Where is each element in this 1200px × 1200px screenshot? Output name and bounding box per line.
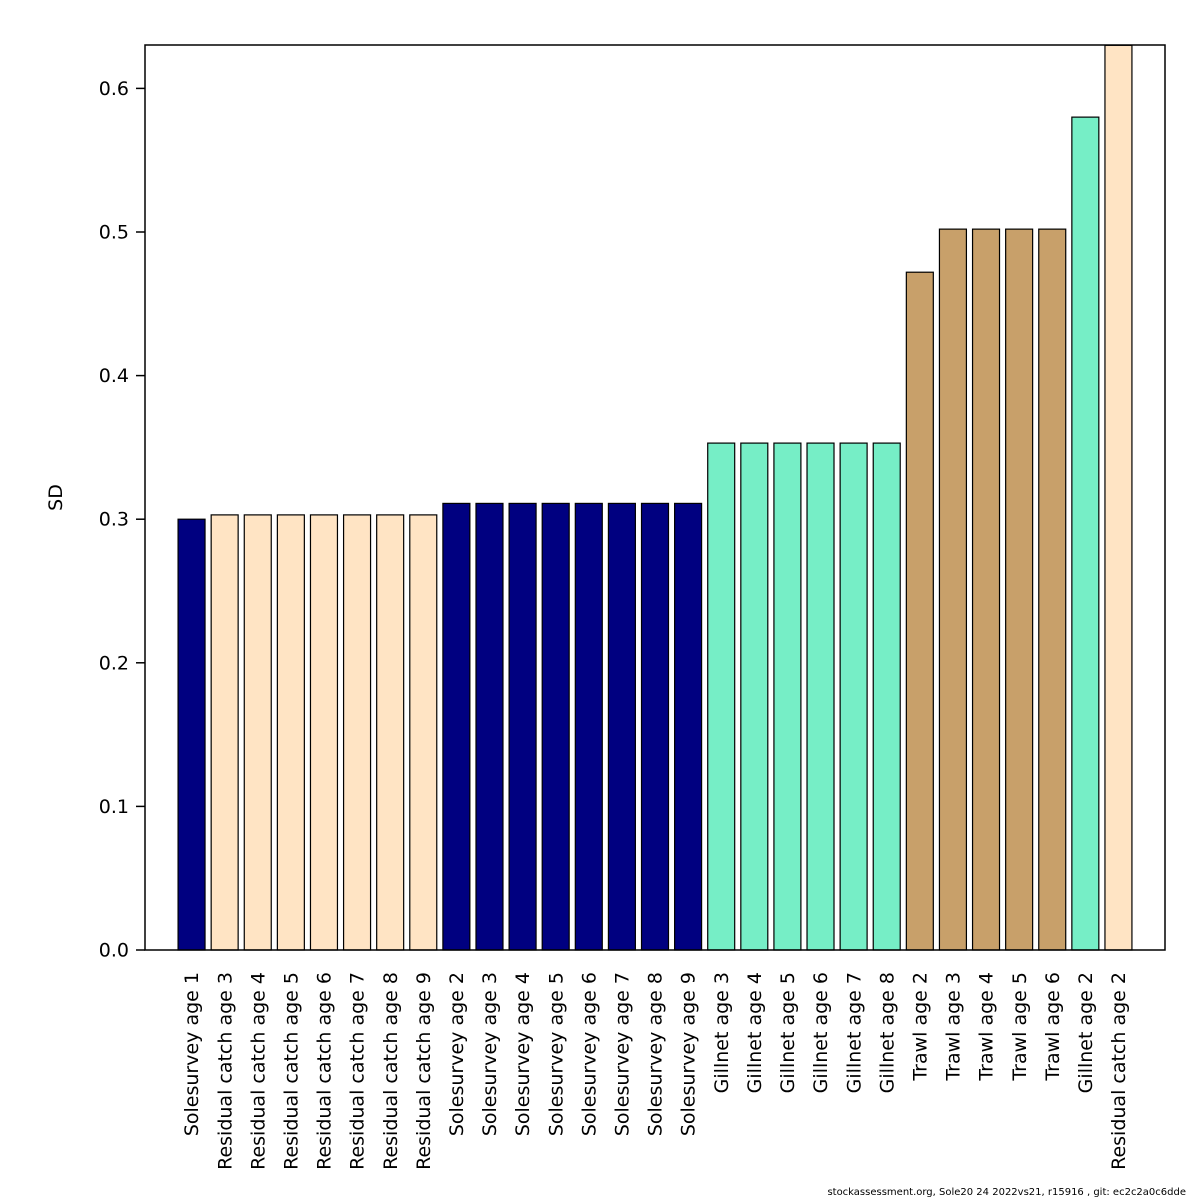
bar [607,502,636,951]
y-tick-label: 0.4 [99,365,129,387]
x-tick-label: Residual catch age 5 [281,972,303,1170]
y-tick-label: 0.0 [99,940,129,962]
x-tick-label: Residual catch age 8 [380,972,402,1170]
x-tick-label: Gillnet age 8 [876,972,898,1093]
x-tick-label: Solesurvey age 2 [446,972,468,1136]
x-tick-label: Residual catch age 7 [347,972,369,1170]
x-tick-label: Solesurvey age 5 [545,972,567,1136]
y-tick-label: 0.5 [99,222,129,244]
x-tick-label: Residual catch age 9 [413,972,435,1170]
bar [839,442,868,951]
bar [1038,228,1067,951]
bar [309,514,339,951]
bar [210,514,239,951]
bar [409,514,438,951]
x-tick-label: Residual catch age 6 [314,972,336,1170]
bar [276,514,305,951]
x-tick-label: Solesurvey age 7 [612,972,634,1136]
x-tick-label: Gillnet age 5 [777,972,799,1093]
bar [442,502,471,951]
bar [740,442,769,951]
y-tick-label: 0.2 [99,652,129,674]
y-tick-label: 0.6 [99,78,129,100]
x-tick-label: Trawl age 3 [943,972,965,1082]
bar [773,442,802,951]
x-tick-label: Residual catch age 2 [1108,972,1130,1170]
bar [806,442,835,951]
footer-attribution: stockassessment.org, Sole20 24 2022vs21,… [827,1187,1186,1198]
x-tick-label: Residual catch age 4 [247,972,269,1170]
y-tick-label: 0.1 [99,796,129,818]
bar [872,442,901,951]
x-tick-label: Gillnet age 6 [810,972,832,1093]
bar [243,514,272,951]
y-tick-label: 0.3 [99,509,129,531]
x-tick-label: Solesurvey age 1 [181,972,203,1136]
bar [177,518,206,951]
x-tick-label: Gillnet age 4 [744,972,766,1093]
x-tick-label: Solesurvey age 6 [578,972,600,1136]
x-tick-label: Gillnet age 2 [1075,972,1097,1093]
bar [674,502,703,951]
x-tick-label: Solesurvey age 3 [479,972,501,1136]
x-tick-label: Solesurvey age 9 [678,972,700,1136]
bar [971,228,1001,951]
bar [938,228,968,951]
bar [508,502,537,951]
bar [541,502,570,951]
x-tick-label: Trawl age 2 [909,972,931,1082]
bar [574,502,603,951]
x-tick-label: Trawl age 4 [976,972,998,1082]
y-axis-title: SD [45,484,67,511]
bar [1104,44,1133,951]
x-tick-label: Trawl age 6 [1042,972,1064,1082]
bar [475,502,504,951]
plot-box [144,44,1166,951]
x-tick-label: Trawl age 5 [1009,972,1031,1082]
bar [640,502,670,951]
x-tick-label: Solesurvey age 8 [645,972,667,1136]
x-tick-label: Residual catch age 3 [214,972,236,1170]
bar [905,271,934,951]
bar [342,514,372,951]
x-tick-label: Gillnet age 3 [711,972,733,1093]
x-tick-label: Gillnet age 7 [843,972,865,1093]
bar [1071,116,1100,951]
bar [1005,228,1034,951]
bar [707,442,736,951]
x-tick-label: Solesurvey age 4 [512,972,534,1136]
bar [376,514,405,951]
